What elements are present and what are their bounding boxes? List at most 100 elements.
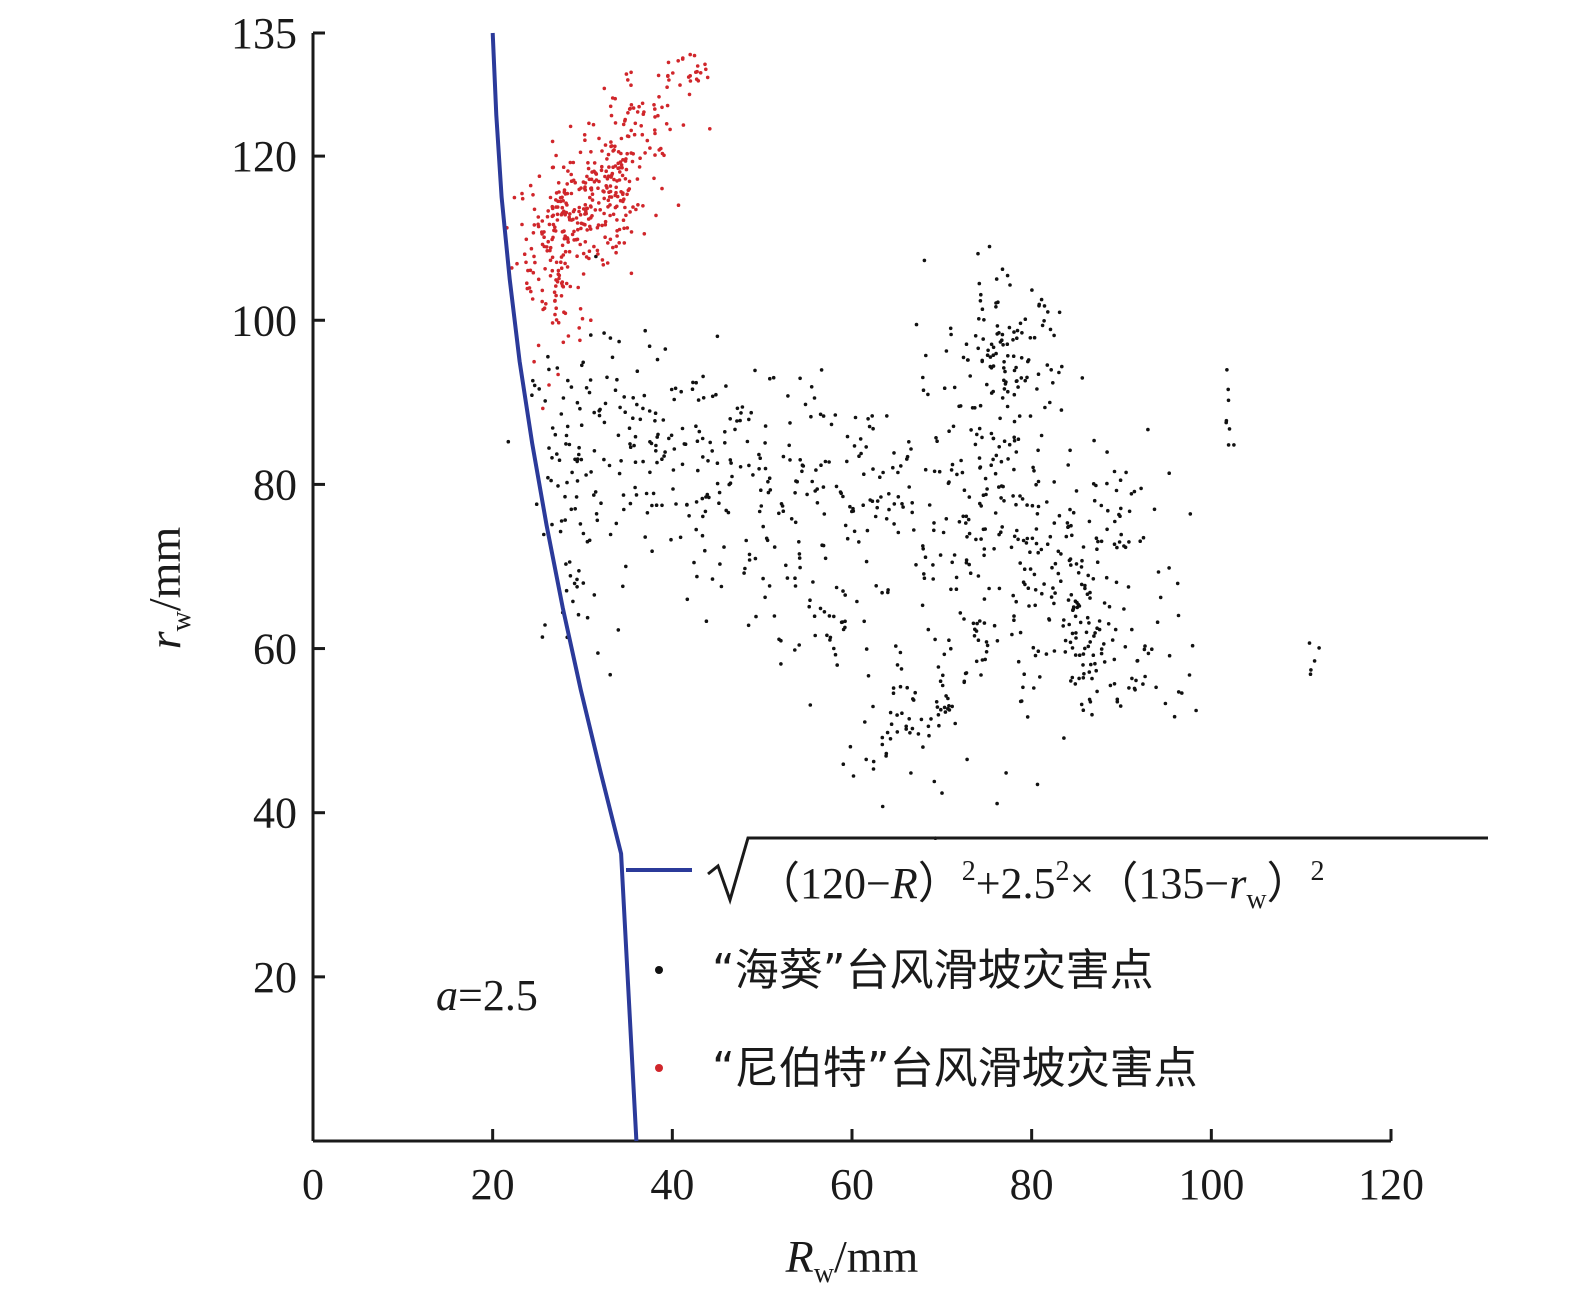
- data-point: [596, 252, 600, 256]
- data-point: [909, 771, 913, 775]
- data-point: [1123, 645, 1128, 649]
- data-point: [638, 156, 642, 160]
- data-point: [746, 623, 751, 628]
- data-point: [1002, 366, 1006, 370]
- data-point: [1077, 676, 1081, 681]
- data-point: [613, 205, 618, 210]
- data-point: [550, 139, 555, 144]
- data-point: [546, 239, 550, 244]
- data-point: [618, 405, 622, 410]
- data-point: [900, 502, 904, 506]
- data-point: [1000, 267, 1005, 272]
- data-point: [807, 604, 811, 609]
- data-point: [619, 151, 623, 156]
- data-point: [1045, 500, 1049, 504]
- data-point: [645, 138, 650, 143]
- data-point: [589, 150, 593, 154]
- data-point: [768, 376, 772, 381]
- data-point: [932, 469, 937, 474]
- data-point: [980, 435, 984, 440]
- data-point: [595, 518, 600, 523]
- data-point: [602, 86, 607, 91]
- data-point: [959, 458, 963, 463]
- data-point: [964, 560, 969, 565]
- data-point: [546, 475, 550, 480]
- data-point: [907, 717, 911, 721]
- data-point: [946, 707, 950, 711]
- data-point: [548, 274, 553, 278]
- data-point: [1038, 675, 1042, 679]
- data-point: [622, 507, 626, 512]
- data-point: [939, 707, 943, 712]
- data-point: [764, 536, 769, 541]
- data-point: [1119, 506, 1123, 511]
- data-point: [577, 445, 581, 450]
- data-point: [592, 493, 596, 497]
- data-point: [652, 103, 656, 107]
- data-point: [554, 306, 558, 311]
- data-point: [603, 174, 607, 179]
- data-point: [560, 243, 565, 248]
- data-point: [891, 686, 896, 690]
- data-point: [710, 394, 715, 399]
- data-point: [612, 177, 616, 182]
- data-point: [1057, 370, 1061, 375]
- data-point: [1074, 631, 1078, 635]
- data-point: [1034, 527, 1039, 531]
- data-point: [1063, 650, 1068, 654]
- data-point: [857, 454, 861, 459]
- data-point: [901, 505, 905, 509]
- data-point: [1012, 618, 1016, 622]
- data-point: [810, 479, 814, 484]
- data-point: [779, 662, 783, 666]
- data-point: [833, 652, 838, 657]
- data-point: [575, 457, 580, 461]
- data-point: [1045, 542, 1050, 546]
- data-point: [554, 318, 559, 322]
- data-point: [565, 182, 569, 186]
- data-point: [586, 161, 590, 165]
- data-point: [703, 62, 707, 67]
- data-point: [547, 383, 551, 387]
- data-point: [1081, 676, 1086, 680]
- data-point: [557, 190, 561, 194]
- data-point: [938, 553, 943, 557]
- data-point: [571, 160, 576, 165]
- data-point: [1094, 536, 1099, 540]
- data-point: [694, 527, 698, 532]
- data-point: [708, 440, 712, 445]
- data-point: [1036, 448, 1040, 453]
- data-point: [1053, 561, 1058, 566]
- data-point: [695, 574, 699, 579]
- data-point: [625, 134, 630, 138]
- data-point: [1007, 442, 1012, 447]
- x-ticks: 0 20 40 60 80 100 120: [302, 1129, 1424, 1209]
- data-point: [1040, 591, 1044, 596]
- data-point: [1089, 662, 1093, 667]
- data-point: [589, 318, 593, 323]
- data-point: [1035, 512, 1040, 516]
- data-point: [821, 414, 826, 418]
- data-point: [678, 83, 682, 87]
- data-point: [557, 458, 562, 463]
- data-point: [735, 419, 739, 423]
- data-point: [1006, 457, 1010, 461]
- data-point: [608, 213, 612, 218]
- data-point: [818, 606, 823, 611]
- data-point: [555, 205, 560, 209]
- data-point: [988, 364, 993, 369]
- data-point: [701, 396, 706, 400]
- data-point: [602, 190, 606, 194]
- data-point: [1068, 640, 1073, 645]
- data-point: [808, 598, 812, 602]
- data-point: [1005, 273, 1010, 278]
- data-point: [618, 170, 622, 174]
- data-point: [962, 617, 966, 621]
- data-point: [991, 457, 995, 462]
- data-point: [617, 241, 621, 245]
- data-point: [636, 203, 640, 207]
- data-point: [570, 470, 574, 475]
- data-point: [1081, 663, 1085, 667]
- data-point: [793, 520, 798, 525]
- data-point: [584, 473, 588, 477]
